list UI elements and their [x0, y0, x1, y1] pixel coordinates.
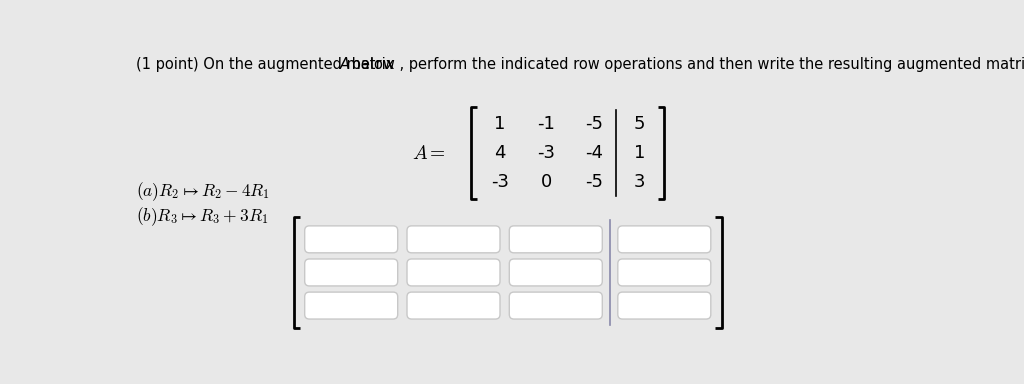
FancyBboxPatch shape — [617, 226, 711, 253]
Text: $A=$: $A=$ — [412, 144, 445, 162]
FancyBboxPatch shape — [407, 259, 500, 286]
Text: -3: -3 — [538, 144, 555, 162]
Text: -3: -3 — [490, 173, 509, 191]
FancyBboxPatch shape — [509, 292, 602, 319]
Text: $(a)R_2\mapsto R_2-4R_1$: $(a)R_2\mapsto R_2-4R_1$ — [136, 180, 270, 203]
Text: 0: 0 — [541, 173, 552, 191]
FancyBboxPatch shape — [407, 292, 500, 319]
Text: 1: 1 — [634, 144, 645, 162]
Text: -4: -4 — [586, 144, 603, 162]
Text: $(b)R_3\mapsto R_3+3R_1$: $(b)R_3\mapsto R_3+3R_1$ — [136, 205, 268, 228]
Text: -5: -5 — [586, 115, 603, 133]
Text: 5: 5 — [634, 115, 645, 133]
FancyBboxPatch shape — [617, 259, 711, 286]
Text: 4: 4 — [495, 144, 506, 162]
FancyBboxPatch shape — [617, 292, 711, 319]
Text: -1: -1 — [538, 115, 555, 133]
Text: (1 point) On the augmented matrix: (1 point) On the augmented matrix — [136, 57, 398, 72]
Text: 1: 1 — [495, 115, 506, 133]
Text: A: A — [340, 57, 349, 72]
FancyBboxPatch shape — [509, 259, 602, 286]
FancyBboxPatch shape — [509, 226, 602, 253]
Text: 3: 3 — [634, 173, 645, 191]
FancyBboxPatch shape — [305, 226, 397, 253]
FancyBboxPatch shape — [305, 259, 397, 286]
FancyBboxPatch shape — [407, 226, 500, 253]
Text: below , perform the indicated row operations and then write the resulting augmen: below , perform the indicated row operat… — [347, 57, 1024, 72]
Text: -5: -5 — [586, 173, 603, 191]
FancyBboxPatch shape — [305, 292, 397, 319]
